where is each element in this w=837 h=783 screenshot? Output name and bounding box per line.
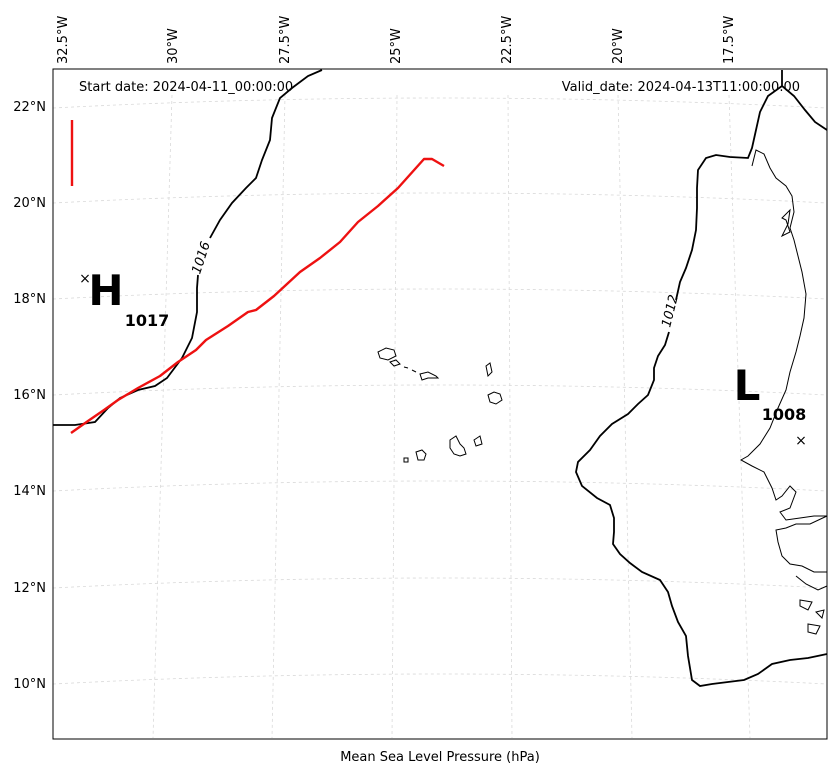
gridline-lon-25w [391,94,398,739]
gridline-lat-10n [52,673,828,685]
lat-tick-label: 16°N [13,388,46,403]
cape-verde-islands [377,347,503,463]
gridline-lon-20w [617,94,633,739]
gridline-lat-12n [52,577,828,589]
lat-tick-label: 14°N [13,484,46,499]
gridline-lat-22n [52,97,828,109]
coastline-africa [739,149,828,635]
start-date-label: Start date: 2024-04-11_00:00:00 [79,80,293,95]
gridline-lon-22-5w [507,94,513,739]
lat-tick-label: 12°N [13,581,46,596]
lon-tick-label: 20°W [611,28,626,64]
lat-tick-label: 10°N [13,677,46,692]
low-pressure-value: 1008 [762,405,807,424]
lon-tick-label: 25°W [389,28,404,64]
gridline-lon-27-5w [271,94,286,739]
high-center-marker: × [79,271,91,287]
gridline-lon-30w [152,94,173,739]
high-pressure-value: 1017 [125,311,170,330]
longitude-tick-labels: 32.5°W 30°W 27.5°W 25°W 22.5°W 20°W 17.5… [56,16,737,64]
isobar-1016 [53,69,323,426]
gridline-lat-20n [52,192,828,204]
lat-tick-label: 20°N [13,196,46,211]
lon-tick-label: 27.5°W [278,16,293,64]
storm-track [70,157,445,434]
isobar-label-1016: 1016 [189,240,213,276]
longitude-gridlines [152,94,751,739]
gridline-lat-18n [52,288,828,300]
low-center-marker: × [795,433,807,449]
map-frame [52,68,828,740]
isobar-1012 [575,70,828,687]
gridline-lat-16n [52,384,828,396]
latitude-tick-labels: 22°N 20°N 18°N 16°N 14°N 12°N 10°N [13,100,46,692]
lon-tick-label: 17.5°W [722,16,737,64]
low-pressure-symbol: L [734,361,761,410]
lat-tick-label: 18°N [13,292,46,307]
map-caption: Mean Sea Level Pressure (hPa) [340,750,540,765]
high-pressure-symbol: H [88,266,123,315]
gridline-lat-14n [52,480,828,492]
gridline-lon-17-5w [728,94,751,739]
valid-date-label: Valid_date: 2024-04-13T11:00:00.00 [562,80,800,95]
lon-tick-label: 32.5°W [56,16,71,64]
lon-tick-label: 30°W [166,28,181,64]
isobar-label-1012: 1012 [659,293,682,329]
lat-tick-label: 22°N [13,100,46,115]
lon-tick-label: 22.5°W [500,16,515,64]
latitude-gridlines [52,97,828,685]
